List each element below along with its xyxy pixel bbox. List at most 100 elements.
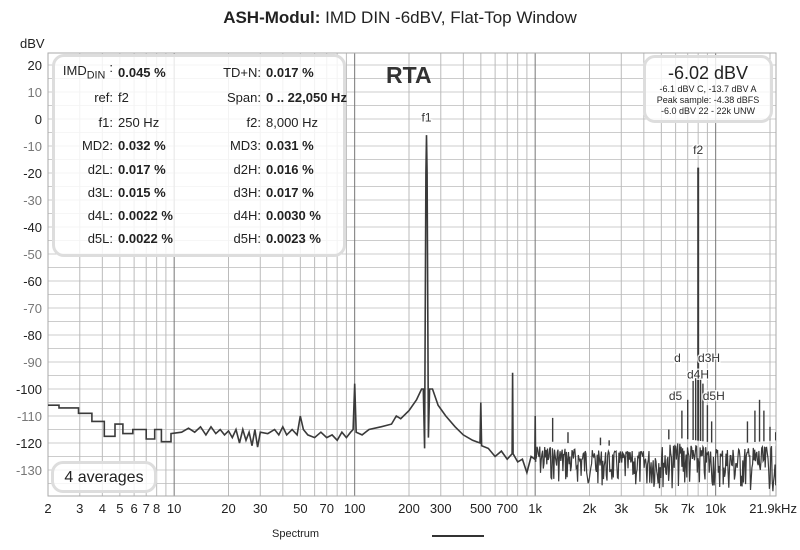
- info-row: MD3:: [55, 138, 261, 154]
- y-tick-label: -40: [23, 220, 42, 235]
- y-tick-label: -120: [16, 436, 42, 451]
- info-label: MD3:: [229, 138, 261, 153]
- info-label: f1:: [98, 115, 113, 130]
- peak-annotation: f2: [693, 143, 703, 157]
- info-row: MD2:: [55, 138, 113, 154]
- spectrum-line: [48, 135, 537, 476]
- info-row: d5L:: [55, 231, 113, 247]
- info-value: 0.017 %: [118, 162, 166, 177]
- info-row: ref:: [55, 90, 113, 106]
- info-label: d2H:: [233, 162, 261, 177]
- legend-line-swatch: [432, 535, 484, 537]
- info-value: 0.032 %: [118, 138, 166, 153]
- y-tick-label: -20: [23, 166, 42, 181]
- y-tick-label: -80: [23, 328, 42, 343]
- x-tick-label: 10: [167, 501, 181, 516]
- info-label-separator: :: [109, 60, 113, 75]
- peak-annotation: d: [674, 351, 681, 365]
- spectrum-noise-band: [535, 443, 776, 492]
- info-label-subscript: DIN: [86, 69, 106, 82]
- y-tick-label: -60: [23, 274, 42, 289]
- y-tick-label: -30: [23, 193, 42, 208]
- info-row: d4H:: [55, 208, 261, 224]
- info-value: 0.045 %: [118, 65, 166, 80]
- y-tick-label: -130: [16, 463, 42, 478]
- level-readout-panel: -6.02 dBV -6.1 dBV C, -13.7 dBV A Peak s…: [643, 55, 773, 123]
- info-row: IMDDIN:: [55, 60, 113, 82]
- info-label: d5L:: [87, 231, 113, 246]
- info-value: 8,000 Hz: [266, 115, 319, 130]
- x-tick-label: 300: [430, 501, 452, 516]
- x-tick-label: 21.9kHz: [749, 501, 797, 516]
- info-label: IMD: [62, 63, 87, 78]
- info-label: ref:: [94, 90, 113, 105]
- level-line: Peak sample: -4.38 dBFS: [656, 95, 760, 105]
- y-tick-label: 20: [28, 58, 42, 73]
- title-rest: IMD DIN -6dBV, Flat-Top Window: [320, 8, 577, 27]
- x-tick-label: 20: [221, 501, 235, 516]
- x-tick-label: 10k: [705, 501, 726, 516]
- legend-label: Spectrum: [272, 528, 320, 540]
- info-label: d4L:: [87, 208, 113, 223]
- info-value: 0.031 %: [266, 138, 314, 153]
- x-tick-label: 1k: [528, 501, 542, 516]
- averages-badge: 4 averages: [51, 461, 157, 493]
- info-value: 0.0023 %: [266, 231, 321, 246]
- peak-annotation: d4H: [687, 367, 709, 381]
- info-row: d5H:: [55, 231, 261, 247]
- x-tick-label: 3: [76, 501, 83, 516]
- imd-results-panel: IMDDIN: 0.045 % ref: f2 f1: 250 Hz MD2: 0.032 %…: [52, 54, 347, 257]
- level-line: -6.1 dBV C, -13.7 dBV A: [659, 84, 757, 94]
- info-value: 0.017 %: [266, 185, 314, 200]
- peak-annotation: d3H: [698, 351, 720, 365]
- info-value: 0.016 %: [266, 162, 314, 177]
- x-tick-label: 7k: [681, 501, 695, 516]
- peak-annotation: d5H: [703, 389, 725, 403]
- y-axis-unit: dBV: [20, 36, 45, 51]
- info-row: d2L:: [55, 162, 113, 178]
- x-tick-label: 6: [131, 501, 138, 516]
- spectrum-series: [48, 135, 776, 492]
- x-tick-label: 5k: [654, 501, 668, 516]
- info-label-group: IMDDIN:: [62, 60, 113, 82]
- info-label: d2L:: [87, 162, 113, 177]
- info-value: 0.0022 %: [118, 231, 173, 246]
- x-tick-label: 2k: [583, 501, 597, 516]
- info-row: d3H:: [55, 185, 261, 201]
- info-value: 250 Hz: [118, 115, 160, 130]
- y-tick-label: -70: [23, 301, 42, 316]
- info-value: 0.0030 %: [266, 208, 321, 223]
- chart-title: ASH-Modul: IMD DIN -6dBV, Flat-Top Windo…: [0, 8, 800, 28]
- info-label: MD2:: [81, 138, 113, 153]
- x-tick-label: 2: [44, 501, 51, 516]
- info-label: d3L:: [87, 185, 113, 200]
- info-value: f2: [118, 90, 129, 105]
- info-row: f1:: [55, 115, 113, 131]
- info-row: TD+N:: [55, 65, 261, 81]
- info-row: f2:: [55, 115, 261, 131]
- info-value: 0.017 %: [266, 65, 314, 80]
- x-tick-label: 70: [319, 501, 333, 516]
- x-tick-label: 5: [116, 501, 123, 516]
- peak-annotation: d5: [669, 389, 683, 403]
- plot-frame: [47, 52, 777, 497]
- x-tick-label: 100: [344, 501, 366, 516]
- y-tick-label: -110: [17, 409, 42, 424]
- level-line: -6.0 dBV 22 - 22k UNW: [660, 106, 756, 116]
- y-tick-label: -100: [16, 382, 42, 397]
- y-tick-label: 10: [28, 85, 42, 100]
- info-label: TD+N:: [223, 65, 261, 80]
- info-row: d3L:: [55, 185, 113, 201]
- info-label: Span:: [227, 90, 261, 105]
- x-tick-label: 200: [398, 501, 420, 516]
- x-tick-label: 3k: [614, 501, 628, 516]
- info-value: 0 .. 22,050 Hz: [266, 90, 347, 105]
- x-tick-label: 50: [293, 501, 307, 516]
- info-row: d4L:: [55, 208, 113, 224]
- info-label: d3H:: [233, 185, 261, 200]
- x-tick-label: 700: [496, 501, 518, 516]
- x-tick-label: 7: [143, 501, 150, 516]
- info-label: d4H:: [233, 208, 261, 223]
- info-value: 0.0022 %: [118, 208, 173, 223]
- y-tick-label: -10: [23, 139, 42, 154]
